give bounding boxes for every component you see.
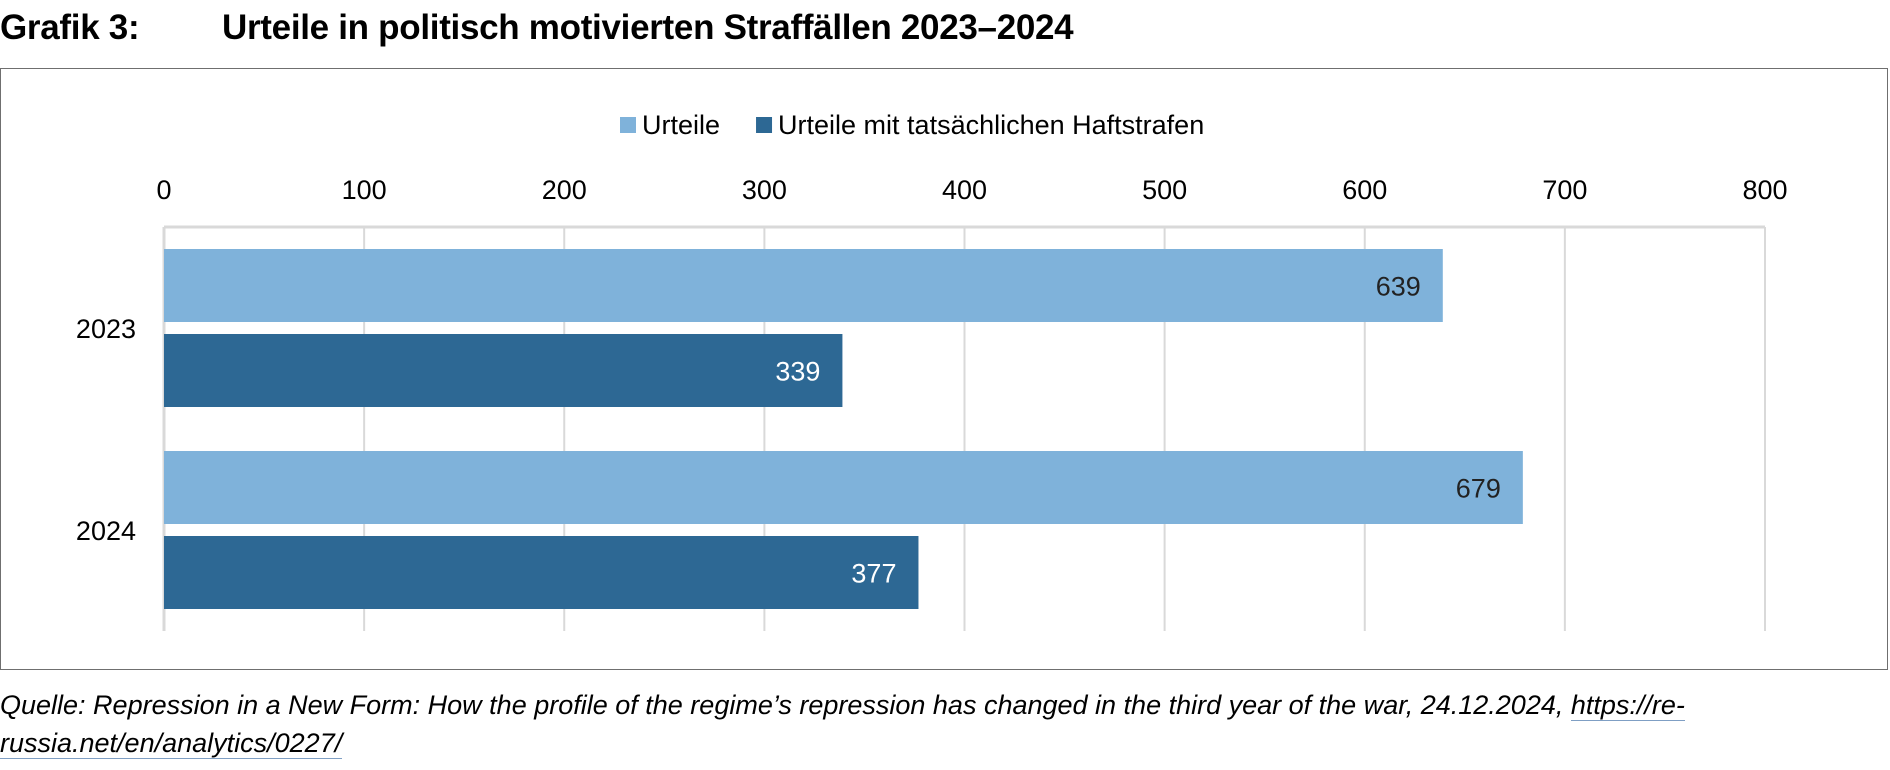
legend-label: Urteile <box>642 110 720 140</box>
bar <box>164 451 1523 524</box>
bar <box>164 249 1443 322</box>
y-category-label: 2024 <box>76 516 136 546</box>
x-tick-label: 400 <box>942 175 987 205</box>
data-label: 639 <box>1376 272 1421 302</box>
data-label: 339 <box>775 357 820 387</box>
figure-label: Grafik 3: <box>0 8 140 47</box>
x-tick-label: 0 <box>156 175 171 205</box>
x-tick-label: 800 <box>1742 175 1787 205</box>
x-tick-label: 300 <box>742 175 787 205</box>
figure-title: Urteile in politisch motivierten Straffä… <box>222 8 1074 47</box>
x-tick-label: 600 <box>1342 175 1387 205</box>
data-label: 377 <box>851 559 896 589</box>
source-text: Quelle: Repression in a New Form: How th… <box>0 690 1564 720</box>
legend-swatch <box>756 117 773 133</box>
legend-swatch <box>620 117 636 133</box>
bar <box>164 334 843 407</box>
legend-label: Urteile mit tatsächlichen Haftstrafen <box>778 110 1204 140</box>
source-link[interactable]: https://re-russia.net/en/analytics/0227/ <box>0 690 1685 759</box>
chart-frame: 0 100 200 300 400 500 600 700 800 639 339 2023 679 37… <box>0 68 1888 670</box>
bar <box>164 536 919 609</box>
x-tick-label: 100 <box>342 175 387 205</box>
data-label: 679 <box>1456 474 1501 504</box>
bar-chart: 0 100 200 300 400 500 600 700 800 639 339 2023 679 37… <box>76 110 1788 631</box>
source-note: Quelle: Repression in a New Form: How th… <box>0 686 1890 762</box>
x-tick-label: 200 <box>542 175 587 205</box>
x-tick-label: 500 <box>1142 175 1187 205</box>
y-category-label: 2023 <box>76 314 136 344</box>
x-tick-label: 700 <box>1542 175 1587 205</box>
